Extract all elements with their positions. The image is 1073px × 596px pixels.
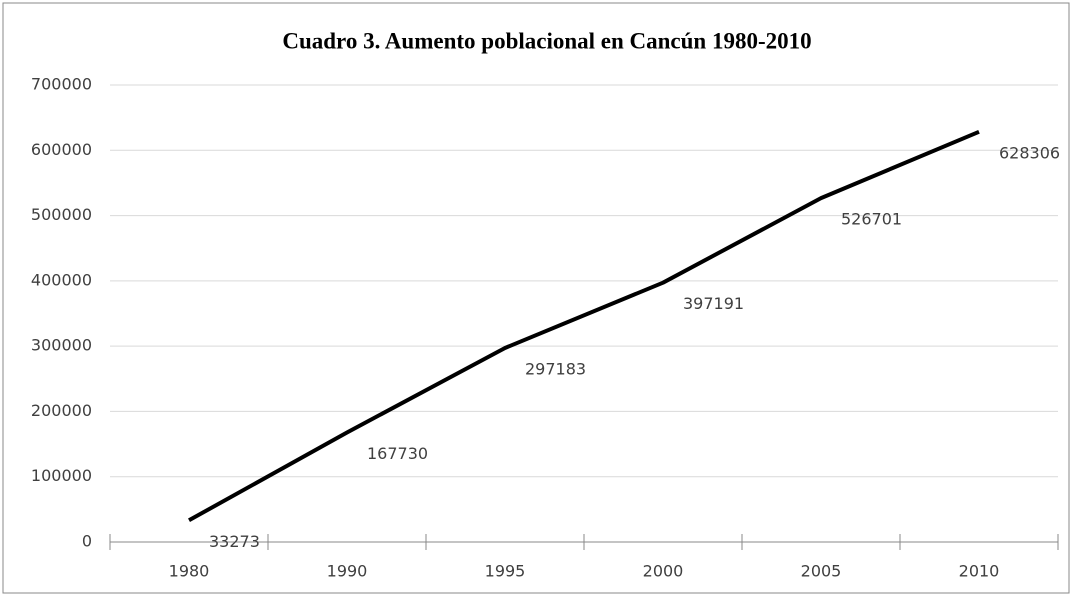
y-tick-label: 500000: [31, 205, 92, 224]
y-tick-label: 100000: [31, 466, 92, 485]
data-label: 628306: [999, 143, 1060, 162]
x-tick-label: 1995: [485, 562, 526, 581]
x-tick-label: 1990: [327, 562, 368, 581]
chart-title: Cuadro 3. Aumento poblacional en Cancún …: [282, 28, 811, 53]
x-tick-label: 1980: [169, 562, 210, 581]
y-tick-label: 700000: [31, 75, 92, 94]
data-label: 297183: [525, 359, 586, 378]
data-label: 397191: [683, 294, 744, 313]
y-tick-label: 300000: [31, 336, 92, 355]
line: [188, 129, 980, 523]
data-label: 526701: [841, 210, 902, 229]
y-tick-label: 0: [82, 532, 92, 551]
data-label: 167730: [367, 444, 428, 463]
y-tick-label: 400000: [31, 270, 92, 289]
data-label: 33273: [209, 532, 260, 551]
y-tick-label: 200000: [31, 401, 92, 420]
x-tick-label: 2000: [643, 562, 684, 581]
y-tick-label: 600000: [31, 140, 92, 159]
x-tick-label: 2010: [959, 562, 1000, 581]
x-tick-label: 2005: [801, 562, 842, 581]
